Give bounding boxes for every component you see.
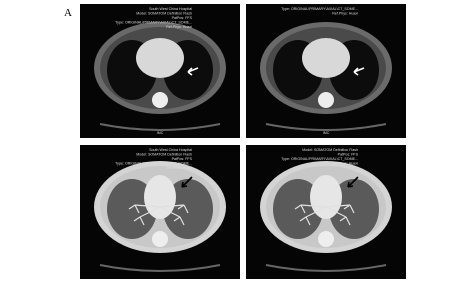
- overlay-text: Type: ORIGINAL\PRIMARY\AXIAL\CT_SOME...: [115, 21, 192, 25]
- overlay-text: South West China Hospital: [149, 148, 192, 152]
- vessels: [159, 204, 189, 214]
- ct-image: Type: ORIGINAL\PRIMARY\AXIAL\CT_SOME...R…: [246, 4, 406, 138]
- vessels: [299, 206, 327, 226]
- vessels: [128, 204, 161, 214]
- overlay-text: PatPos: FFS: [172, 157, 193, 161]
- overlay-text: PatPos: FFS: [172, 16, 193, 20]
- arrow: [181, 176, 193, 188]
- mediastinum: [302, 38, 350, 78]
- vessels: [325, 206, 351, 226]
- vessels: [159, 206, 185, 226]
- vessels: [294, 204, 327, 214]
- scanner-table: [265, 123, 387, 131]
- scanner-table: [99, 123, 221, 131]
- vessels: [325, 204, 355, 214]
- overlay-text: Type: ORIGINAL\PRIMARY\AXIAL\CT_SOME...: [281, 7, 358, 11]
- overlay-text: South West China Hospital: [149, 7, 192, 11]
- overlay-text: Model: SOMATOM Definition Flash: [136, 153, 192, 157]
- overlay-text: Model: SOMATOM Definition Flash: [302, 148, 358, 152]
- arrow: [347, 176, 359, 188]
- overlay-text: PatPos: FFS: [338, 153, 359, 157]
- overlay-text: Ref.Phys: Huaxi: [332, 162, 358, 166]
- scanner-table: [265, 264, 387, 272]
- arrow: [353, 67, 365, 76]
- overlay-text: Model: SOMATOM Definition Flash: [136, 12, 192, 16]
- spine: [318, 231, 334, 247]
- overlay-footer: IMC: [323, 131, 330, 135]
- panel-label: A: [64, 7, 72, 19]
- spine: [152, 231, 168, 247]
- spine: [318, 92, 334, 108]
- overlay-text: Ref.Phys: Huaxi: [166, 25, 192, 29]
- mediastinum: [136, 38, 184, 78]
- mediastinum: [310, 175, 342, 219]
- overlay-text: Type: ORIGINAL\PRIMARY\AXIAL\CT_SOME...: [115, 162, 192, 166]
- spine: [152, 92, 168, 108]
- overlay-text: Ref.Phys: Huaxi: [332, 12, 358, 16]
- scanner-table: [99, 264, 221, 272]
- overlay-text: Type: ORIGINAL\PRIMARY\AXIAL\CT_SOME...: [281, 157, 358, 161]
- overlay-text: Ref.Phys: Huaxi: [166, 166, 192, 170]
- mediastinum: [144, 175, 176, 219]
- vessels: [133, 206, 161, 226]
- arrow: [187, 67, 199, 76]
- overlay-footer: IMC: [157, 131, 164, 135]
